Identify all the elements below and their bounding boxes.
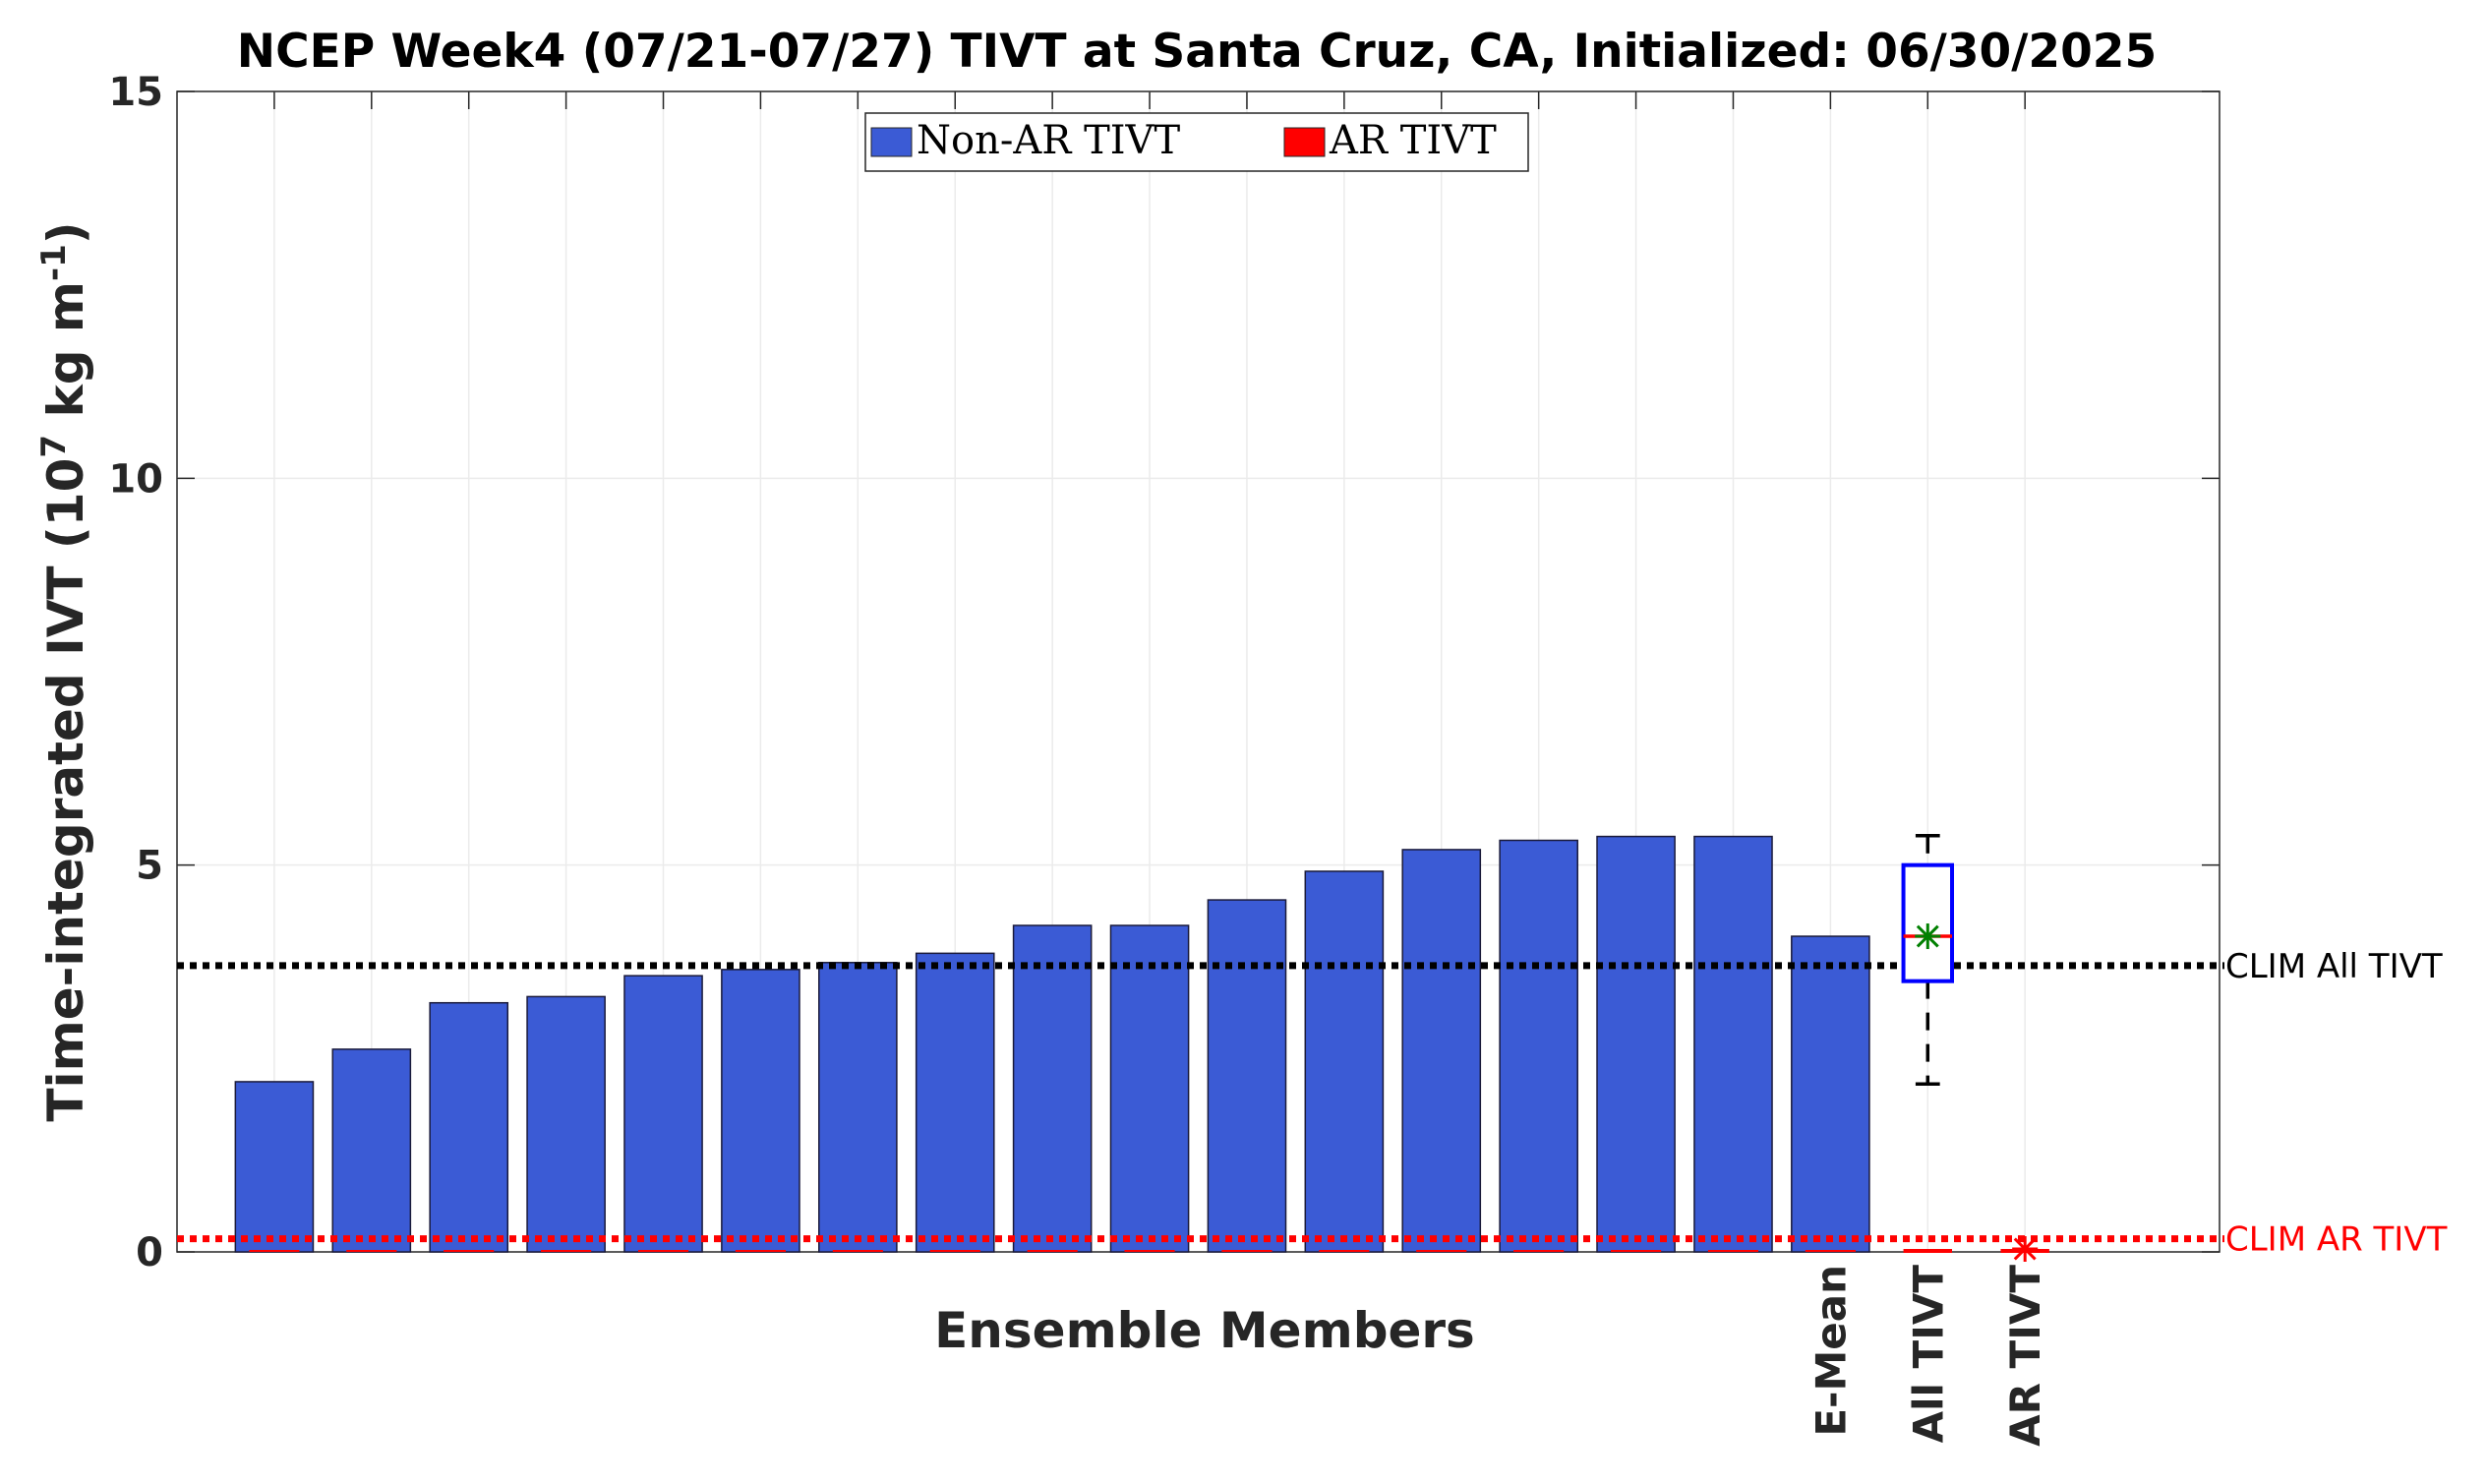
legend-box [864,112,1529,172]
legend-swatch-ar [1283,127,1326,157]
bar-ar [249,1250,300,1252]
reference-lines: CLIM All TIVT CLIM AR TIVT [177,947,2448,1260]
bar-ar [1513,1250,1565,1252]
bar-non-ar [1109,924,1190,1253]
bar-ar [832,1250,883,1252]
bar-ar [735,1250,786,1252]
bar-non-ar [1304,870,1385,1253]
bar-non-ar [1499,839,1578,1253]
y-tick-label: 5 [136,844,163,889]
box-iqr [1901,862,1955,983]
x-tick-label: All TIVT [1904,1265,1952,1444]
reference-line-label: CLIM All TIVT [2225,947,2443,986]
bar-ar [929,1250,980,1252]
bar-non-ar [623,975,703,1253]
legend-label-non-ar: Non-AR TIVT [917,118,1180,163]
bar-non-ar [1207,899,1287,1253]
box-mean-marker [1916,924,1939,948]
bar-non-ar [1596,835,1676,1253]
bar-non-ar [915,952,995,1253]
bar-ar [1611,1250,1662,1252]
legend-swatch-non-ar [870,127,913,157]
bar-ar [1124,1250,1175,1252]
bar-ar [1027,1250,1078,1252]
bar-non-ar [526,995,606,1253]
reference-line-label: CLIM AR TIVT [2225,1220,2448,1260]
bar-ar [541,1250,592,1252]
bar-ar [1416,1250,1467,1252]
bar-non-ar [818,962,898,1253]
bar-non-ar [721,969,800,1253]
bar-ar [1805,1250,1856,1252]
ar-tivt-marker [2013,1237,2037,1261]
y-tick-label: 10 [108,456,163,502]
x-tick-label: AR TIVT [2001,1265,2049,1447]
bar-non-ar [1693,835,1773,1253]
bar-ar [1707,1250,1759,1252]
x-axis-label: Ensemble Members [934,1302,1475,1359]
y-axis-label: Time-integrated IVT (107 kg m-1) [34,221,94,1121]
legend-label-ar: AR TIVT [1329,118,1497,163]
legend: Non-AR TIVT AR TIVT [864,112,1529,172]
bar-series [234,835,1870,1253]
bar-non-ar [1791,935,1870,1253]
bar-non-ar [1401,849,1482,1253]
bar-ar [1221,1250,1273,1252]
y-tick-label: 15 [108,70,163,115]
bar-ar [1319,1250,1370,1252]
bar-non-ar [234,1081,315,1253]
bar-ar [346,1250,397,1252]
bar-ar [444,1250,495,1252]
y-tick-label: 0 [136,1230,163,1276]
x-tick-label: E-Mean [1806,1265,1855,1437]
chart-title: NCEP Week4 (07/21-07/27) TIVT at Santa C… [237,25,2157,79]
bar-non-ar [429,1001,509,1253]
all-tivt-boxplot [1901,834,2049,1262]
bar-non-ar [1012,924,1093,1253]
axis-ticks: 0 5 10 15 E-Mean All TIVT AR TIVT [108,70,2220,1447]
bar-non-ar [331,1048,412,1253]
bar-ar [637,1250,689,1252]
plot-area [176,90,2221,1253]
